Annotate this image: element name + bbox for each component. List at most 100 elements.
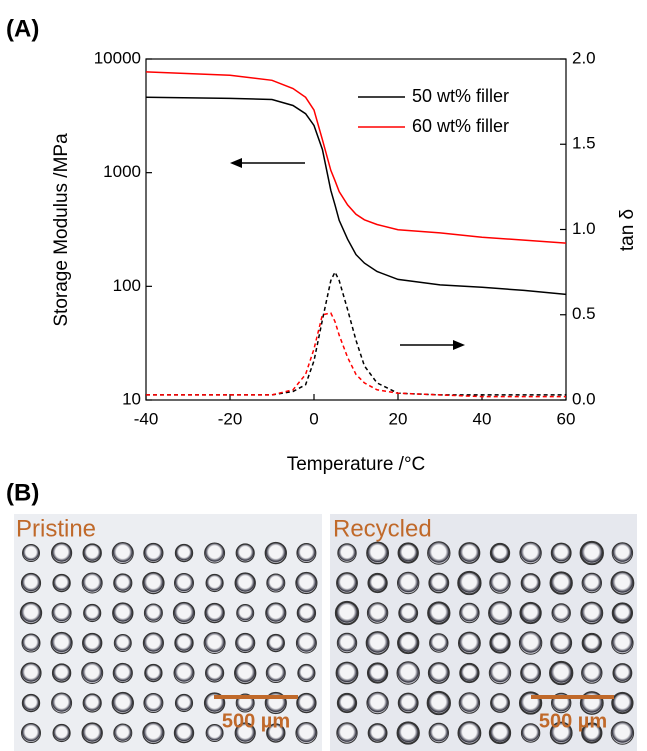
droplet (459, 602, 480, 624)
legend-label: 60 wt% filler (412, 116, 509, 136)
droplet (549, 721, 573, 745)
droplet (204, 542, 226, 564)
droplet (397, 571, 420, 595)
droplet (334, 600, 360, 626)
droplet (429, 633, 449, 653)
image-label: Pristine (16, 515, 96, 542)
droplet (21, 633, 41, 653)
droplet (490, 693, 510, 713)
droplet (336, 692, 358, 714)
droplet (489, 572, 511, 594)
droplet (336, 632, 358, 654)
droplet (21, 723, 41, 743)
droplet (296, 603, 317, 623)
y-tick-label: 1000 (103, 162, 141, 181)
droplet (398, 603, 419, 623)
droplet (336, 722, 358, 744)
droplet (52, 723, 71, 743)
droplet (396, 661, 420, 685)
droplet (295, 632, 317, 654)
y-axis-label: Storage Modulus /MPa (51, 133, 72, 327)
droplet (336, 572, 358, 594)
droplet (174, 693, 194, 713)
y2-tick-label: 1.0 (572, 219, 596, 238)
droplet (82, 543, 102, 563)
droplet (81, 572, 103, 594)
droplet (173, 662, 195, 684)
droplet (82, 632, 103, 654)
droplet (427, 662, 450, 684)
droplet (295, 571, 318, 595)
droplet (52, 573, 71, 593)
droplet (172, 601, 196, 625)
y2-tick-label: 0.5 (572, 304, 596, 323)
droplet (581, 572, 602, 594)
droplet (611, 542, 634, 564)
droplet (51, 603, 72, 623)
droplet (264, 541, 287, 565)
droplet (205, 573, 224, 593)
droplet (174, 633, 194, 653)
y-tick-label: 10000 (94, 48, 141, 67)
droplet (459, 662, 480, 684)
droplet (397, 542, 419, 564)
droplet (50, 631, 73, 655)
droplet (611, 691, 634, 715)
droplet (81, 662, 104, 684)
droplet (551, 603, 571, 623)
x-axis-label: Temperature /°C (287, 454, 426, 475)
series-line (146, 312, 566, 398)
droplet (297, 663, 316, 683)
series-line (145, 96, 567, 296)
droplet (143, 542, 164, 564)
droplet (610, 721, 635, 745)
droplet (458, 692, 481, 714)
droplet (367, 572, 388, 594)
droplet (337, 543, 357, 563)
droplet (520, 723, 541, 743)
droplet (143, 603, 163, 623)
droplet (296, 692, 317, 714)
droplet (174, 573, 194, 593)
droplet (235, 632, 256, 654)
droplet (489, 542, 511, 564)
droplet (265, 602, 287, 624)
plot-frame (145, 58, 567, 401)
arrow (230, 158, 465, 350)
droplet (612, 663, 633, 683)
droplet (143, 693, 164, 713)
droplet (266, 633, 285, 653)
droplet (428, 572, 450, 594)
droplet (83, 603, 102, 623)
droplet (366, 691, 389, 715)
x-tick-label: 0 (309, 409, 318, 428)
droplet (174, 543, 194, 563)
droplet (234, 572, 256, 594)
droplet (112, 662, 133, 684)
droplet (173, 722, 195, 744)
droplet (366, 602, 389, 624)
droplet (20, 572, 42, 594)
y-tick-label: 10 (122, 389, 141, 408)
droplet (488, 661, 512, 685)
droplet (458, 542, 481, 564)
droplet (519, 601, 542, 625)
droplet (426, 690, 451, 716)
droplet (489, 632, 511, 654)
droplet (81, 722, 103, 744)
panel-label: (B) (6, 479, 39, 506)
droplet (427, 541, 451, 565)
droplet (51, 542, 73, 564)
droplet (366, 541, 390, 565)
legend-label: 50 wt% filler (412, 86, 509, 106)
x-tick-label: -20 (218, 409, 243, 428)
droplet (397, 692, 419, 714)
droplet (580, 601, 604, 625)
droplet (22, 544, 40, 562)
droplet (488, 601, 512, 625)
droplet (579, 540, 604, 566)
droplet (519, 541, 542, 565)
droplet (235, 543, 255, 563)
